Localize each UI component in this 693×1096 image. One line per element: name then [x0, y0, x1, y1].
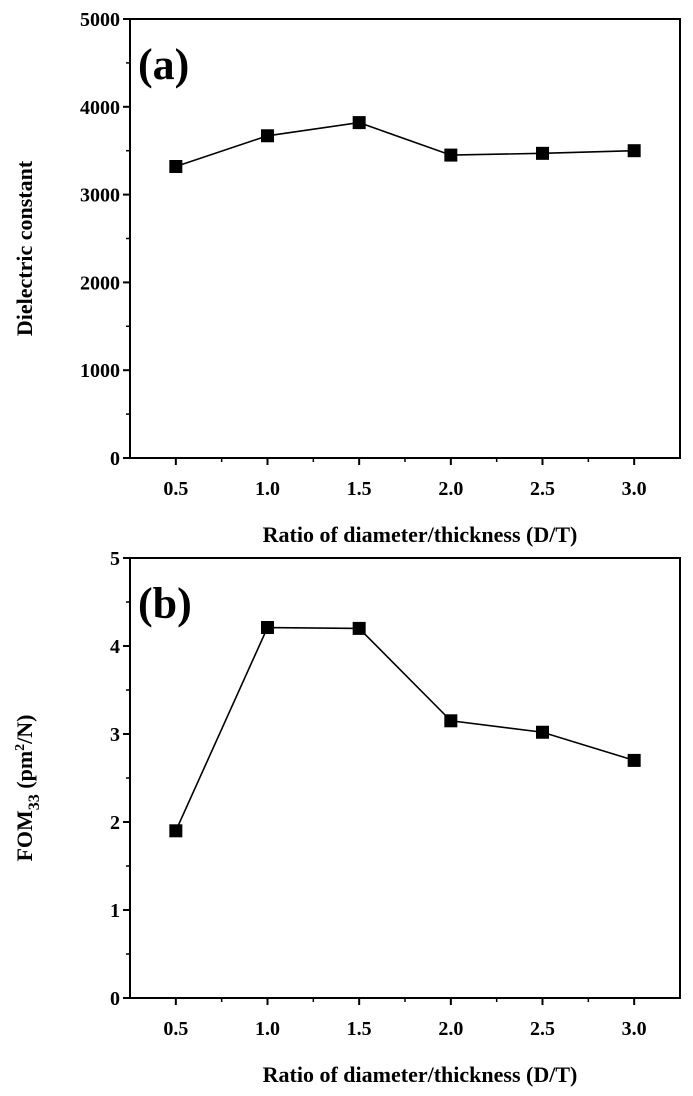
x-tick-label: 3.0	[622, 1018, 647, 1040]
data-point-marker	[261, 621, 274, 635]
y-label-subscript: 33	[26, 794, 43, 810]
x-tick-label: 2.0	[438, 1018, 463, 1040]
data-point-marker	[536, 146, 549, 160]
y-tick-label: 0	[110, 988, 120, 1010]
plot-frame	[129, 18, 681, 459]
y-label-superscript: 2	[13, 744, 28, 751]
x-tick-label: 2.0	[438, 478, 463, 500]
data-point-marker	[627, 144, 641, 158]
x-tick-label: 2.5	[530, 1018, 555, 1040]
panel-label: (b)	[138, 579, 192, 628]
y-label-main: FOM	[12, 810, 37, 862]
x-tick-label: 1.0	[255, 1018, 280, 1040]
y-tick-label: 5000	[80, 9, 120, 31]
x-tick-label: 2.5	[530, 478, 555, 500]
data-point-marker	[536, 725, 549, 739]
panel-a: 0.5 1.0 1.5 2.0 2.5 3.0 0 1000 2000 3000 4000 5000 R…	[12, 9, 681, 547]
y-tick-label: 4000	[80, 97, 120, 119]
x-tick-label: 3.0	[622, 478, 647, 500]
data-point-marker	[352, 116, 366, 130]
panel-b: 0.5 1.0 1.5 2.0 2.5 3.0 0 1 2 3 4 5 Ratio of diamete…	[12, 548, 681, 1087]
x-tick-label: 1.5	[347, 478, 372, 500]
y-tick-label: 3000	[80, 185, 120, 207]
x-tick-label: 0.5	[163, 1018, 188, 1040]
y-tick-label: 0	[110, 448, 120, 470]
y-tick-label: 2	[110, 812, 120, 834]
series-line	[175, 626, 635, 832]
y-tick-label: 5	[110, 548, 120, 570]
x-axis-label: Ratio of diameter/thickness (D/T)	[263, 522, 578, 547]
y-label-unit-close: /N)	[12, 714, 37, 744]
y-tick-label: 1	[110, 900, 120, 922]
data-point-marker	[169, 160, 183, 174]
data-point-marker	[169, 824, 183, 838]
y-axis-label: Dielectric constant	[12, 160, 37, 336]
data-point-marker	[444, 148, 458, 162]
data-point-marker	[261, 129, 274, 143]
series-line	[175, 121, 635, 168]
y-axis-label: FOM33 (pm2/N)	[12, 714, 43, 861]
y-tick-label: 3	[110, 724, 120, 746]
y-tick-label: 1000	[80, 360, 120, 382]
data-point-marker	[352, 621, 366, 635]
panel-label: (a)	[138, 40, 189, 89]
x-axis-label: Ratio of diameter/thickness (D/T)	[263, 1062, 578, 1087]
plot-frame	[129, 557, 681, 999]
x-tick-label: 0.5	[163, 478, 188, 500]
y-label-unit-open: (pm	[12, 751, 37, 794]
y-tick-label: 2000	[80, 272, 120, 294]
y-tick-label: 4	[110, 636, 120, 658]
x-tick-label: 1.0	[255, 478, 280, 500]
data-point-marker	[444, 714, 458, 728]
data-point-marker	[627, 753, 641, 767]
x-tick-label: 1.5	[347, 1018, 372, 1040]
